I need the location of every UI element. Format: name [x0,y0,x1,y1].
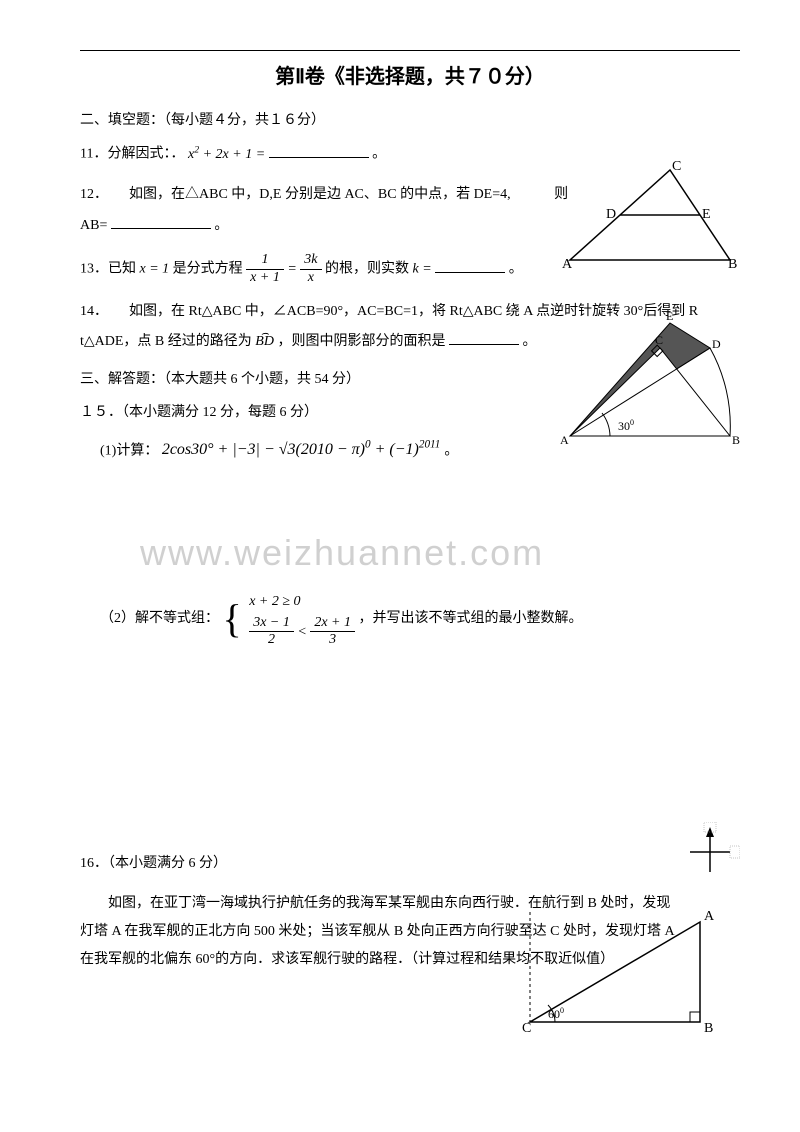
q11-prefix: 11．分解因式：． [80,147,184,162]
q15-2-row2: 3x − 1 2 < 2x + 1 3 [249,615,355,650]
q13-num2: 3k [300,252,321,270]
q15-2-row1: x + 2 ≥ 0 [249,589,355,614]
svg-text:A: A [560,433,569,447]
q15-2-frac1: 3x − 1 2 [249,615,294,650]
q14-b: t△ADE，点 B 经过的路径为 [80,334,255,349]
q13-k: k = [413,262,432,277]
brace-icon: { [223,599,242,639]
q15-2-lt: < [297,624,310,639]
figure-compass [680,822,740,882]
svg-text:E: E [702,207,711,222]
q11-end: 。 [372,147,386,162]
q11-rest: + 2x + 1 = [199,147,265,162]
q11-formula: x2 + 2x + 1 = [188,147,269,162]
q14-arc: BD [255,327,274,358]
svg-text:C: C [672,160,681,174]
svg-text:B: B [728,257,737,270]
q15-1-end: 。 [444,443,458,458]
q13-a: 13．已知 [80,262,140,277]
q13-xeq: x = 1 [140,262,170,277]
svg-text:600: 600 [548,1006,564,1021]
svg-text:C: C [522,1021,531,1032]
svg-text:C: C [655,333,663,347]
svg-text:D: D [712,337,721,351]
page-top-rule [80,50,740,51]
figure-rotation: A B C D E 300 [550,308,740,448]
q15-1-main: 2cos30° + |−3| − √3(2010 − π) [162,441,365,458]
q15-1-plus: + (−1) [371,441,419,458]
section-2-header: 二、填空题：（每小题４分，共１６分） [80,109,740,129]
q13-den1: x + 1 [246,270,284,287]
q15-2-den2: 3 [310,632,355,649]
q14-c: ，则图中阴影部分的面积是 [277,334,445,349]
svg-text:D: D [606,207,616,222]
q13-den2: x [300,270,321,287]
q15-1-exp2011: 2011 [419,439,441,451]
q13-d: 。 [509,262,523,277]
q15-1-label: (1)计算： [100,443,158,458]
q12-blank [111,215,211,229]
q11-blank [269,144,369,158]
q13-frac2: 3k x [300,252,321,287]
q15-2-num1: 3x − 1 [249,615,294,633]
q15-2-den1: 2 [249,632,294,649]
page-title: 第Ⅱ卷《非选择题，共７０分） [80,60,740,89]
question-16-header: 16．（本小题满分 6 分） [80,849,740,880]
q14-d: 。 [522,334,536,349]
svg-text:A: A [704,909,715,924]
figure-triangle-de: A B C D E [560,160,740,270]
svg-text:B: B [704,1021,713,1032]
question-15-2: （2）解不等式组： { x + 2 ≥ 0 3x − 1 2 < 2x + 1 … [100,589,740,649]
svg-text:B: B [732,433,740,447]
watermark: www.weizhuannet.com [140,532,544,574]
q13-c: 的根，则实数 [325,262,413,277]
q15-1-expr: 2cos30° + |−3| − √3(2010 − π)0 + (−1)201… [162,441,445,458]
q12-a: 12． 如图，在△ABC 中，D,E 分别是边 AC、BC 的中点，若 DE=4… [80,187,511,202]
q15-2-label: （2）解不等式组： [100,611,219,626]
q12-d: 。 [214,218,228,233]
svg-text:A: A [562,257,573,270]
q14-blank [449,331,519,345]
q15-2-tail: ，并写出该不等式组的最小整数解。 [359,611,583,626]
q15-2-system: x + 2 ≥ 0 3x − 1 2 < 2x + 1 3 [249,589,355,649]
q13-eq: = [287,262,300,277]
svg-text:E: E [666,309,673,323]
q12-c: AB= [80,218,107,233]
q15-2-num2: 2x + 1 [310,615,355,633]
q13-num1: 1 [246,252,284,270]
q13-b: 是分式方程 [173,262,247,277]
q13-frac1: 1 x + 1 [246,252,284,287]
q13-blank [435,259,505,273]
q15-2-frac2: 2x + 1 3 [310,615,355,650]
figure-triangle-60: C B A 600 [520,902,720,1032]
